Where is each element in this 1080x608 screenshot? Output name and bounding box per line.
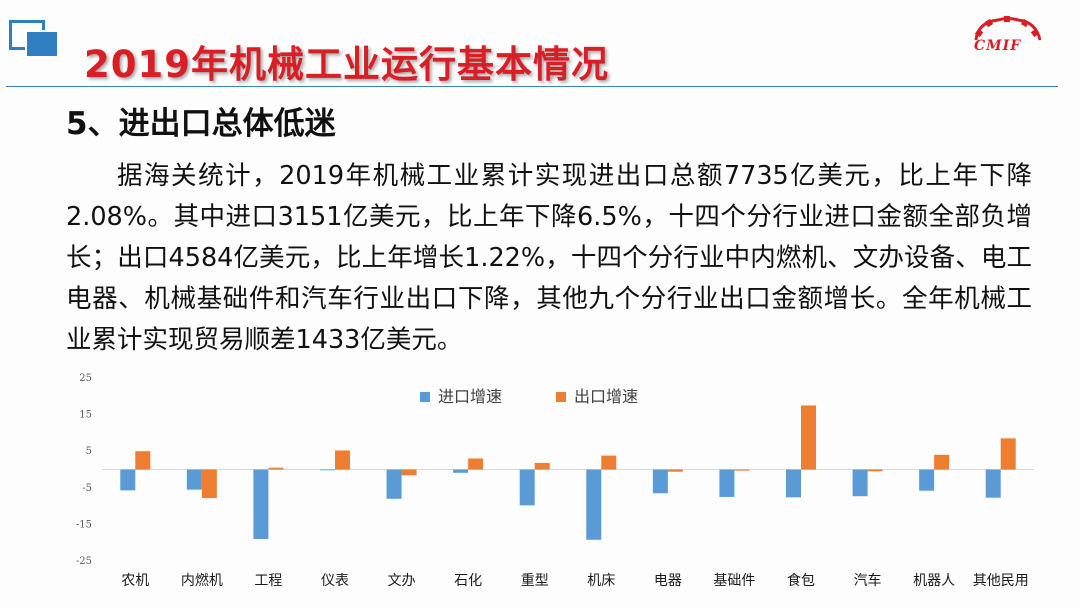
category-label: 仪表	[321, 573, 349, 589]
export-growth-bar	[335, 450, 350, 470]
export-growth-bar	[201, 469, 217, 499]
import-growth-bar	[120, 469, 136, 491]
slide-title: 2019年机械工业运行基本情况	[84, 43, 609, 86]
import-growth-bar	[186, 469, 202, 490]
brand-wordmark: CMIF	[974, 38, 1022, 54]
import-growth-bar	[919, 469, 935, 491]
category-label: 电器	[654, 573, 682, 589]
import-growth-bar	[253, 469, 269, 540]
export-growth-bar	[1000, 438, 1016, 470]
category-label: 机器人	[913, 573, 955, 589]
import-growth-bar	[453, 469, 469, 473]
import-growth-bar	[985, 469, 1001, 498]
import-growth-bar	[719, 469, 735, 497]
export-growth-bar	[734, 469, 750, 471]
y-tick-label: -5	[82, 483, 92, 494]
y-tick-label: -15	[76, 519, 92, 530]
legend-swatch	[420, 392, 430, 402]
legend-label: 出口增速	[574, 387, 638, 406]
export-growth-bar	[268, 467, 284, 470]
export-growth-bar	[667, 469, 683, 472]
category-label: 食包	[787, 572, 815, 589]
export-growth-bar	[801, 405, 816, 470]
import-growth-bar	[386, 469, 402, 499]
export-growth-bar	[401, 469, 417, 476]
category-label: 机床	[587, 573, 615, 589]
import-growth-bar	[320, 469, 335, 471]
y-tick-label: -25	[76, 556, 92, 567]
export-growth-bar	[135, 451, 151, 470]
category-label: 内燃机	[181, 572, 223, 589]
export-growth-bar	[534, 462, 550, 470]
category-label: 工程	[254, 573, 282, 589]
import-export-growth-chart: 25 15 5 -5 -15 -25 农机 内燃机 工程 仪表 文办 石化 重型 机床 电器 基础件 食包 汽车 机…	[76, 373, 1034, 589]
category-label: 农机	[121, 573, 149, 589]
export-growth-bar	[468, 458, 484, 470]
legend-label: 进口增速	[438, 387, 502, 406]
export-growth-bar	[601, 455, 617, 470]
import-growth-bar	[786, 469, 801, 498]
import-growth-bar	[652, 469, 668, 494]
legend-swatch	[556, 392, 566, 402]
export-growth-bar	[867, 469, 883, 472]
cmif-gear-logo	[974, 16, 1042, 41]
category-label: 石化	[454, 573, 482, 589]
section-heading: 5、进出口总体低迷	[66, 106, 336, 142]
window-squares-icon	[9, 20, 59, 58]
category-label: 文办	[388, 573, 416, 589]
category-label: 汽车	[854, 572, 882, 589]
title-divider	[6, 86, 1058, 87]
category-label: 基础件	[713, 572, 755, 589]
export-growth-bar	[934, 454, 950, 470]
import-growth-bar	[586, 469, 602, 540]
y-tick-label: 5	[86, 446, 92, 457]
y-tick-label: 15	[79, 410, 92, 421]
category-label: 重型	[521, 573, 549, 589]
y-tick-label: 25	[79, 373, 92, 384]
import-growth-bar	[519, 469, 535, 506]
category-label: 其他民用	[973, 573, 1029, 589]
body-paragraph: 据海关统计，2019年机械工业累计实现进出口总额7735亿美元，比上年下降2.0…	[66, 161, 1032, 355]
import-growth-bar	[852, 469, 868, 497]
